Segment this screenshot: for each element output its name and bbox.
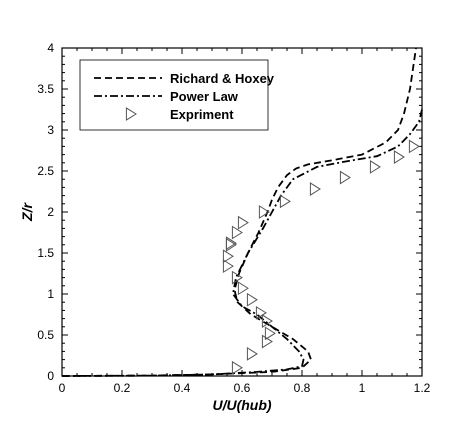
y-tick-label: 3 [47,123,54,137]
series-layer [61,47,423,377]
axis-ticks: 0 0.2 0.4 0.6 0.8 1 1.2 0 0.5 1 1.5 2 2.5 3 3.5 4 [37,41,430,395]
data-point [393,150,405,164]
legend-entry: Expriment [170,107,234,122]
data-point [258,205,270,219]
x-tick-label: 0.2 [114,381,131,395]
y-tick-label: 1 [47,287,54,301]
series-group [222,139,420,375]
data-point [237,281,249,296]
data-point [264,326,276,341]
data-point [369,159,381,174]
y-axis-label: Z/r [19,202,35,222]
data-point [231,270,243,285]
data-point [225,236,237,251]
y-tick-label: 0.5 [37,328,54,342]
data-point [231,225,243,240]
data-point [255,305,267,320]
x-tick-label: 0.4 [174,381,191,395]
legend-entry: Power Law [170,89,239,104]
data-point [309,182,321,196]
data-point [246,292,258,307]
x-tick-label: 1 [359,381,366,395]
x-tick-label: 0.6 [234,381,251,395]
y-tick-label: 4 [47,41,54,55]
data-point [222,249,234,264]
data-point [222,259,234,274]
series-group [61,109,423,377]
legend-marker [125,107,137,121]
x-tick-label: 1.2 [414,381,431,395]
series-line [61,109,423,377]
y-tick-label: 1.5 [37,246,54,260]
data-point [231,360,243,375]
legend: Richard & Hoxey Power Law Expriment [79,59,275,131]
data-point [279,194,291,209]
y-tick-label: 2.5 [37,164,54,178]
x-tick-label: 0 [59,381,66,395]
data-point [261,334,273,349]
y-tick-label: 2 [47,205,54,219]
data-point [237,215,249,230]
data-point [339,170,351,185]
y-tick-label: 3.5 [37,82,54,96]
legend-box [79,59,269,131]
legend-entry: Richard & Hoxey [170,71,275,86]
x-axis-label: U/U(hub) [212,397,271,413]
data-point [261,314,273,328]
x-tick-label: 0.8 [294,381,311,395]
data-point [408,139,420,154]
y-tick-label: 0 [47,369,54,383]
data-point [246,346,258,361]
